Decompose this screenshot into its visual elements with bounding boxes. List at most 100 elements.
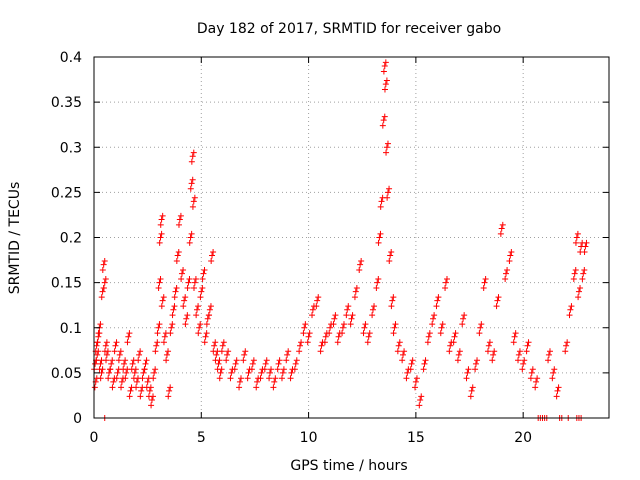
data-point: [493, 303, 500, 310]
data-point: [176, 216, 183, 223]
data-point: [116, 351, 123, 358]
data-point: [110, 378, 117, 385]
data-point: [425, 333, 432, 340]
data-point: [188, 180, 195, 187]
data-point: [443, 276, 450, 283]
data-point: [408, 360, 415, 367]
data-point: [545, 351, 552, 358]
data-point: [511, 333, 518, 340]
data-point: [245, 369, 252, 376]
data-point: [109, 357, 116, 364]
data-point: [344, 306, 351, 313]
data-point: [250, 357, 257, 364]
data-point: [382, 59, 389, 66]
x-tick-label: 0: [90, 430, 99, 446]
data-point: [508, 248, 515, 255]
data-point: [515, 351, 522, 358]
data-point: [261, 366, 268, 373]
data-point: [101, 257, 108, 264]
data-point: [135, 357, 142, 364]
data-point: [464, 369, 471, 376]
data-point: [143, 357, 150, 364]
data-point: [191, 279, 198, 286]
data-point: [298, 339, 305, 346]
data-point: [399, 357, 406, 364]
data-point: [519, 366, 526, 373]
data-point: [339, 324, 346, 331]
data-point: [433, 303, 440, 310]
data-point: [378, 198, 385, 205]
data-point: [216, 375, 223, 382]
data-point: [97, 375, 104, 382]
data-point: [383, 149, 390, 156]
data-point: [125, 333, 132, 340]
x-tick-label: 15: [407, 430, 425, 446]
y-tick-label: 0.35: [51, 95, 82, 111]
data-point: [520, 360, 527, 367]
data-point: [188, 230, 195, 237]
data-point: [190, 149, 197, 156]
data-point: [190, 285, 197, 292]
data-point: [189, 203, 196, 210]
data-point: [175, 221, 182, 228]
data-point: [435, 294, 442, 301]
data-point: [494, 297, 501, 304]
data-point: [369, 306, 376, 313]
data-point: [184, 312, 191, 319]
data-point: [153, 342, 160, 349]
data-point: [191, 194, 198, 201]
data-point: [173, 285, 180, 292]
y-tick-label: 0.3: [60, 140, 82, 156]
data-point: [426, 330, 433, 337]
data-point: [254, 378, 261, 385]
data-point: [361, 324, 368, 331]
data-point: [390, 294, 397, 301]
data-point: [431, 312, 438, 319]
data-point: [568, 303, 575, 310]
data-point: [225, 348, 232, 355]
data-point: [175, 248, 182, 255]
data-point: [236, 378, 243, 385]
data-point: [554, 387, 561, 394]
data-point: [468, 387, 475, 394]
plot-area-frame: [93, 56, 610, 419]
data-point: [347, 321, 354, 328]
data-point: [416, 402, 423, 409]
data-point: [481, 279, 488, 286]
data-point: [549, 375, 556, 382]
data-point: [451, 333, 458, 340]
data-point: [364, 339, 371, 346]
data-point: [309, 312, 316, 319]
data-point: [224, 351, 231, 358]
data-point: [257, 375, 264, 382]
data-point: [127, 387, 134, 394]
data-point: [357, 261, 364, 268]
data-point: [104, 348, 111, 355]
data-point: [163, 357, 170, 364]
data-point: [156, 279, 163, 286]
data-point: [141, 366, 148, 373]
data-point: [421, 360, 428, 367]
data-point: [100, 285, 107, 292]
data-point: [177, 212, 184, 219]
data-point: [442, 279, 449, 286]
data-point: [189, 153, 196, 160]
data-point: [450, 339, 457, 346]
data-point: [349, 312, 356, 319]
data-point: [467, 393, 474, 400]
data-point: [151, 369, 158, 376]
data-point: [573, 234, 580, 241]
data-point: [373, 285, 380, 292]
data-point: [268, 366, 275, 373]
data-point: [401, 348, 408, 355]
data-point: [99, 366, 106, 373]
data-point: [577, 285, 584, 292]
data-point: [160, 339, 167, 346]
data-point: [533, 378, 540, 385]
data-point: [413, 375, 420, 382]
data-point: [160, 294, 167, 301]
data-point: [300, 330, 307, 337]
data-point: [102, 276, 109, 283]
data-point: [491, 348, 498, 355]
